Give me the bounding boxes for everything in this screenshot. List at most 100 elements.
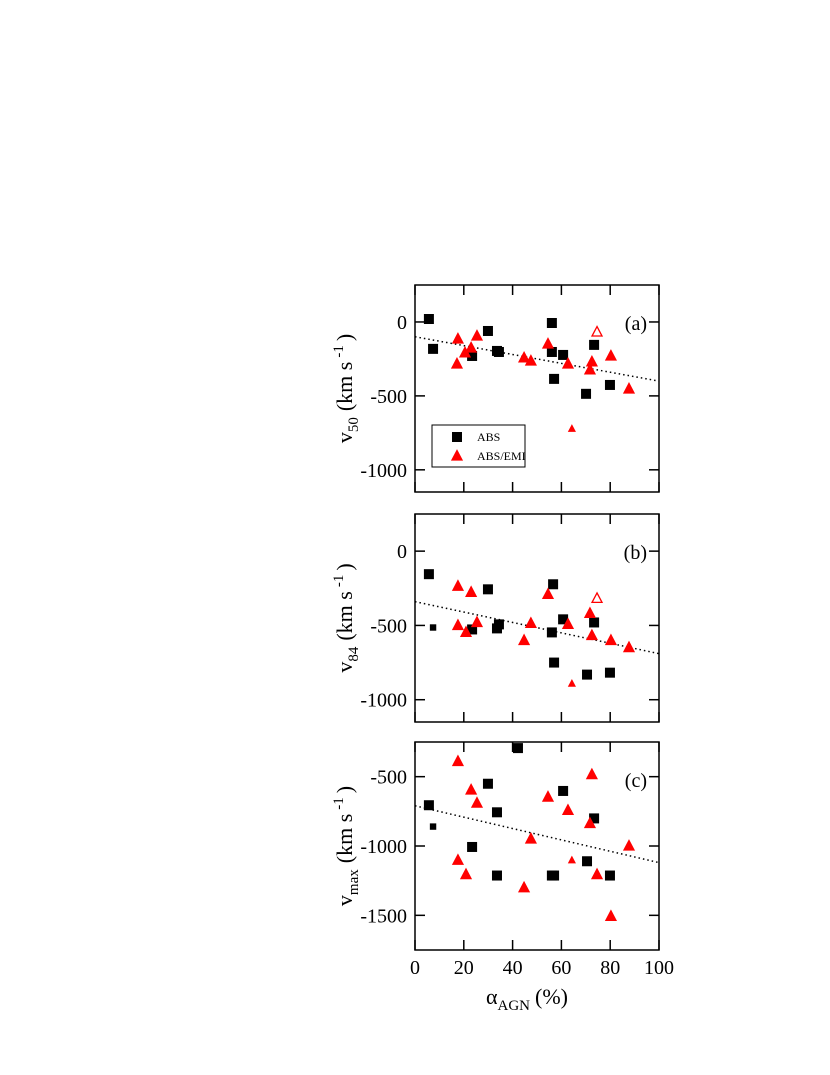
triangle-marker — [517, 880, 531, 893]
triangle-marker — [470, 329, 484, 341]
triangle-marker — [604, 909, 618, 921]
triangle-marker — [561, 357, 575, 369]
triangle-marker — [583, 606, 597, 619]
triangle-marker — [524, 832, 537, 844]
x-label-unit: (%) — [535, 984, 568, 1009]
triangle-marker — [465, 585, 478, 597]
square-marker — [491, 870, 502, 881]
x-tick-label: 80 — [600, 957, 620, 979]
legend-label: ABS — [477, 430, 500, 444]
y-label-sub: 50 — [346, 417, 362, 432]
square-marker — [482, 778, 493, 789]
triangle-marker — [567, 678, 576, 687]
y-label-unit: (km s — [332, 362, 357, 412]
triangle-marker — [622, 382, 636, 394]
triangle-marker — [470, 796, 484, 808]
square-marker — [546, 346, 557, 357]
y-label-sup: -1 — [331, 345, 347, 358]
y-label-unit: (km s — [332, 814, 357, 864]
y-axis-label: v84 (km s -1) — [331, 563, 362, 672]
triangle-marker — [622, 640, 636, 653]
square-marker — [512, 743, 523, 754]
square-marker — [467, 841, 478, 852]
y-label-close: ) — [332, 563, 357, 570]
y-label-sup: -1 — [331, 575, 347, 588]
square-marker — [423, 569, 434, 580]
square-marker — [423, 800, 434, 811]
x-tick-label: 100 — [644, 957, 674, 979]
x-axis-label: αAGN (%) — [486, 984, 568, 1014]
square-marker — [493, 619, 504, 630]
square-marker — [429, 823, 437, 830]
square-marker — [558, 349, 569, 360]
x-tick-label: 40 — [503, 957, 523, 979]
square-marker — [558, 785, 569, 796]
square-marker — [482, 325, 493, 336]
triangle-marker — [561, 617, 575, 630]
triangle-marker — [465, 783, 478, 795]
plot-frame — [414, 513, 660, 723]
triangle-marker — [541, 337, 555, 349]
square-marker — [589, 339, 600, 350]
triangle-marker — [604, 633, 618, 646]
triangle-marker — [451, 853, 465, 865]
triangle-marker — [541, 790, 555, 802]
triangle-marker — [524, 616, 537, 628]
triangle-marker — [524, 354, 537, 366]
square-marker — [589, 617, 600, 628]
square-marker — [429, 624, 437, 631]
y-label-close: ) — [332, 786, 357, 793]
y-label-main: v — [332, 432, 357, 443]
y-tick-label: -500 — [370, 767, 407, 789]
triangle-marker — [583, 362, 597, 375]
square-marker — [546, 627, 557, 638]
square-marker — [549, 870, 560, 881]
y-tick-label: -1000 — [360, 690, 407, 712]
panel-label: (c) — [625, 770, 647, 792]
plot-frame — [414, 741, 660, 951]
y-tick-label: -1000 — [360, 836, 407, 858]
square-marker — [428, 343, 439, 354]
x-tick-label: 20 — [454, 957, 474, 979]
y-tick-label: 0 — [397, 312, 407, 334]
y-tick-label: 0 — [397, 541, 407, 563]
y-tick-label: -1000 — [360, 460, 407, 482]
triangle-marker — [451, 618, 465, 631]
y-label-close: ) — [332, 334, 357, 341]
triangle-marker — [541, 587, 555, 600]
square-marker — [582, 856, 593, 867]
triangle-marker — [590, 867, 604, 880]
panel-label: (b) — [624, 542, 647, 564]
triangle-marker — [590, 325, 604, 337]
y-label-sub: 84 — [346, 646, 362, 662]
triangle-marker — [583, 816, 597, 829]
triangle-marker — [517, 350, 531, 363]
y-label-main: v — [332, 662, 357, 673]
legend-box — [431, 424, 526, 468]
legend-marker — [452, 432, 462, 442]
square-marker — [604, 870, 615, 881]
y-label-unit: (km s — [332, 591, 357, 641]
square-marker — [581, 388, 592, 399]
x-tick-label: 60 — [551, 957, 571, 979]
x-label-main: α — [486, 984, 498, 1009]
square-marker — [604, 379, 615, 390]
square-marker — [482, 584, 493, 595]
legend-label: ABS/EMI — [477, 449, 526, 463]
y-axis-label: vmax (km s -1) — [331, 786, 362, 906]
square-marker — [491, 807, 502, 818]
square-marker — [582, 669, 593, 680]
y-tick-label: -500 — [370, 386, 407, 408]
y-tick-label: -1500 — [360, 905, 407, 927]
square-marker — [548, 579, 559, 590]
x-label-sub: AGN — [498, 998, 531, 1014]
triangle-marker — [517, 633, 531, 646]
fit-line — [414, 600, 660, 655]
fit-line — [414, 336, 660, 382]
triangle-marker — [451, 332, 465, 344]
triangle-marker — [590, 591, 604, 604]
triangle-marker — [450, 357, 464, 369]
panel-label: (a) — [625, 313, 647, 335]
triangle-marker — [451, 754, 465, 767]
